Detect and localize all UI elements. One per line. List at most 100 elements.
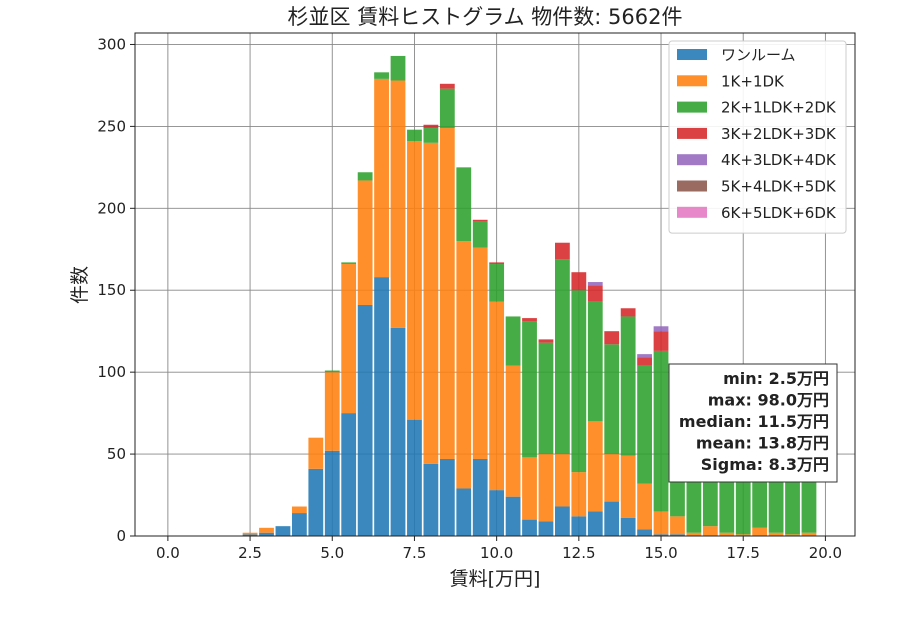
bar-1-13	[456, 241, 472, 489]
bar-0-25	[653, 534, 669, 536]
legend-swatch-3	[677, 127, 707, 139]
bar-1-30	[735, 534, 751, 536]
bar-2-12	[439, 88, 455, 129]
bar-2-19	[555, 259, 570, 455]
stats-line-2: median: 11.5万円	[679, 412, 829, 431]
bar-0-1	[259, 532, 274, 536]
y-axis-ticks: 0 50 100 150 200 250 300	[97, 35, 135, 545]
bar-1-7	[357, 180, 373, 305]
bar-0-12	[439, 458, 455, 536]
legend: ワンルーム 1K+1DK 2K+1LDK+2DK 3K+2LDK+3DK 4K+3LDK…	[668, 40, 847, 234]
legend-label-1: 1K+1DK	[721, 72, 785, 90]
bar-0-5	[324, 450, 340, 536]
legend-label-2: 2K+1LDK+2DK	[721, 99, 837, 117]
y-axis-label: 件数	[69, 266, 91, 304]
legend-swatch-2	[677, 101, 707, 113]
bar-0-4	[308, 468, 324, 536]
x-tick-label-6: 15.0	[644, 544, 677, 562]
y-tick-label-2: 100	[97, 363, 126, 381]
x-tick-label-0: 0.0	[156, 544, 180, 562]
bar-4-24	[637, 354, 652, 358]
x-tick-label-7: 17.5	[727, 544, 760, 562]
bar-3-22	[604, 331, 620, 345]
bar-1-20	[571, 472, 587, 517]
bar-0-7	[357, 304, 373, 536]
bar-1-5	[324, 372, 340, 451]
bar-4-25	[653, 326, 669, 332]
x-tick-label-4: 10.0	[480, 544, 513, 562]
bar-1-33	[785, 534, 800, 536]
stats-line-0: min: 2.5万円	[723, 369, 829, 388]
bar-3-19	[555, 242, 570, 260]
bar-0-20	[571, 516, 587, 536]
bar-1-8	[374, 78, 389, 278]
bar-0-8	[374, 277, 389, 536]
bar-1-22	[604, 454, 620, 502]
legend-box	[668, 40, 847, 234]
bar-1-4	[308, 437, 324, 469]
bar-0-23	[620, 517, 636, 536]
bar-2-25	[653, 350, 669, 512]
bar-2-18	[538, 342, 554, 455]
bar-1-1	[259, 527, 274, 533]
bar-1-28	[702, 526, 718, 536]
bar-3-14	[472, 219, 488, 222]
bar-1-12	[439, 128, 455, 459]
bar-0-13	[456, 488, 472, 536]
bar-0-0	[242, 534, 258, 536]
bar-1-11	[423, 142, 439, 464]
bar-2-7	[357, 172, 373, 181]
bar-0-10	[407, 419, 422, 536]
bar-3-11	[423, 124, 439, 129]
bars	[242, 55, 817, 536]
bar-1-21	[587, 421, 603, 512]
legend-swatch-0	[677, 49, 707, 60]
x-tick-label-8: 20.0	[809, 544, 842, 562]
x-tick-label-1: 2.5	[238, 544, 262, 562]
bar-2-11	[423, 128, 439, 143]
bar-1-16	[505, 365, 521, 497]
bar-2-15	[489, 264, 505, 302]
legend-swatch-1	[677, 75, 707, 87]
bar-3-17	[522, 318, 537, 322]
bar-1-24	[637, 483, 652, 530]
bar-0-16	[505, 496, 521, 536]
bar-2-8	[374, 72, 389, 79]
bar-4-21	[587, 282, 603, 286]
bar-1-9	[390, 80, 406, 328]
x-tick-label-3: 7.5	[403, 544, 427, 562]
bar-1-15	[489, 301, 505, 491]
bar-0-19	[555, 506, 570, 536]
bar-2-22	[604, 344, 620, 455]
bar-1-25	[653, 511, 669, 535]
legend-label-3: 3K+2LDK+3DK	[721, 125, 837, 143]
bar-2-16	[505, 316, 521, 366]
bar-0-22	[604, 501, 620, 536]
legend-label-4: 4K+3LDK+4DK	[721, 151, 837, 169]
stats-line-3: mean: 13.8万円	[696, 434, 829, 453]
bar-3-12	[439, 83, 455, 89]
x-tick-label-5: 12.5	[562, 544, 595, 562]
x-tick-label-2: 5.0	[320, 544, 344, 562]
legend-swatch-6	[677, 206, 707, 218]
bar-1-18	[538, 454, 554, 522]
bar-0-26	[670, 534, 685, 536]
y-tick-label-1: 50	[107, 445, 126, 463]
bar-1-14	[472, 247, 488, 459]
bar-0-3	[291, 513, 307, 536]
bar-2-6	[341, 262, 357, 265]
legend-label-6: 6K+5LDK+6DK	[721, 204, 837, 222]
bar-0-9	[390, 327, 406, 536]
bar-1-6	[341, 264, 357, 414]
bar-1-0	[242, 532, 258, 535]
bar-2-13	[456, 167, 472, 242]
stats-box: min: 2.5万円 max: 98.0万円 median: 11.5万円 mean:…	[668, 363, 838, 483]
y-tick-label-6: 300	[97, 35, 126, 53]
bar-1-10	[407, 141, 422, 420]
bar-0-15	[489, 490, 505, 536]
bar-3-18	[538, 339, 554, 343]
bar-2-20	[571, 290, 587, 473]
bar-2-10	[407, 129, 422, 142]
bar-0-17	[522, 519, 537, 536]
